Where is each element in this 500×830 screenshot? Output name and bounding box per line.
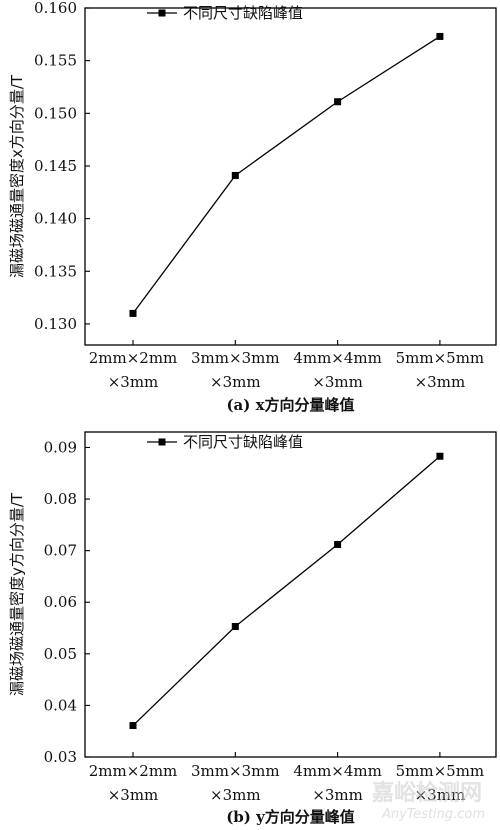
y-tick-label: 0.03: [44, 748, 77, 766]
x-tick-label-line2: ×3mm: [415, 373, 466, 391]
x-tick-label: 2mm×2mm: [89, 349, 178, 367]
legend-marker: [158, 438, 166, 446]
x-tick-label: 3mm×3mm: [191, 349, 280, 367]
series-line: [132, 35, 441, 314]
x-tick-label: 4mm×4mm: [293, 349, 382, 367]
legend-label: 不同尺寸缺陷峰值: [183, 4, 303, 22]
x-tick-label-line2: ×3mm: [210, 373, 261, 391]
legend-marker: [158, 9, 166, 17]
chart-caption: (b) y方向分量峰值: [226, 808, 355, 826]
plot-frame: [84, 7, 497, 346]
y-tick-label: 0.06: [44, 593, 77, 611]
x-tick-label-line2: ×3mm: [210, 786, 261, 804]
y-tick-label: 0.160: [34, 0, 77, 17]
x-tick-label-line2: ×3mm: [415, 786, 466, 804]
y-tick-label: 0.130: [34, 315, 77, 333]
data-point-marker: [231, 171, 239, 179]
legend-label: 不同尺寸缺陷峰值: [183, 433, 303, 451]
x-tick-label: 2mm×2mm: [89, 762, 178, 780]
x-tick-label: 4mm×4mm: [293, 762, 382, 780]
x-tick-label-line2: ×3mm: [312, 373, 363, 391]
data-point-marker: [436, 32, 444, 40]
y-axis-label: 漏磁场磁通量密度y方向分量/T: [8, 492, 26, 696]
y-tick-label: 0.145: [34, 157, 77, 175]
y-tick-label: 0.155: [34, 52, 77, 70]
x-tick-label-line2: ×3mm: [108, 373, 159, 391]
y-tick-label: 0.135: [34, 262, 77, 280]
data-point-marker: [129, 722, 137, 730]
watermark-main: 嘉峪检测网: [372, 780, 482, 806]
y-tick-label: 0.09: [44, 438, 77, 456]
y-tick-label: 0.08: [44, 490, 77, 508]
data-point-marker: [334, 98, 342, 106]
data-point-marker: [231, 622, 239, 630]
y-tick-label: 0.150: [34, 104, 77, 122]
series-line: [132, 455, 441, 726]
x-tick-label-line2: ×3mm: [108, 786, 159, 804]
x-tick-label: 3mm×3mm: [191, 762, 280, 780]
y-axis-label: 漏磁场磁通量密度x方向分量/T: [8, 74, 26, 278]
watermark-sub: AnyTesting.com: [381, 807, 485, 822]
y-tick-label: 0.04: [44, 696, 77, 714]
y-tick-label: 0.140: [34, 210, 77, 228]
watermark: 嘉峪检测网 AnyTesting.com: [372, 780, 485, 822]
y-tick-label: 0.07: [44, 542, 77, 560]
data-point-marker: [129, 309, 137, 317]
x-tick-label-line2: ×3mm: [312, 786, 363, 804]
data-point-marker: [436, 452, 444, 460]
y-tick-label: 0.05: [44, 645, 77, 663]
x-tick-label: 5mm×5mm: [396, 349, 485, 367]
data-point-marker: [334, 540, 342, 548]
chart-x-component: 0.130 0.135 0.140 0.145 0.150 0.155 0.160 2mm×2…: [8, 0, 497, 414]
x-tick-label: 5mm×5mm: [396, 762, 485, 780]
plot-frame: [84, 431, 497, 758]
chart-y-component: 0.03 0.04 0.05 0.06 0.07 0.08 0.09 2mm×2mm ×3mm 3…: [8, 431, 497, 826]
chart-caption: (a) x方向分量峰值: [226, 396, 354, 414]
